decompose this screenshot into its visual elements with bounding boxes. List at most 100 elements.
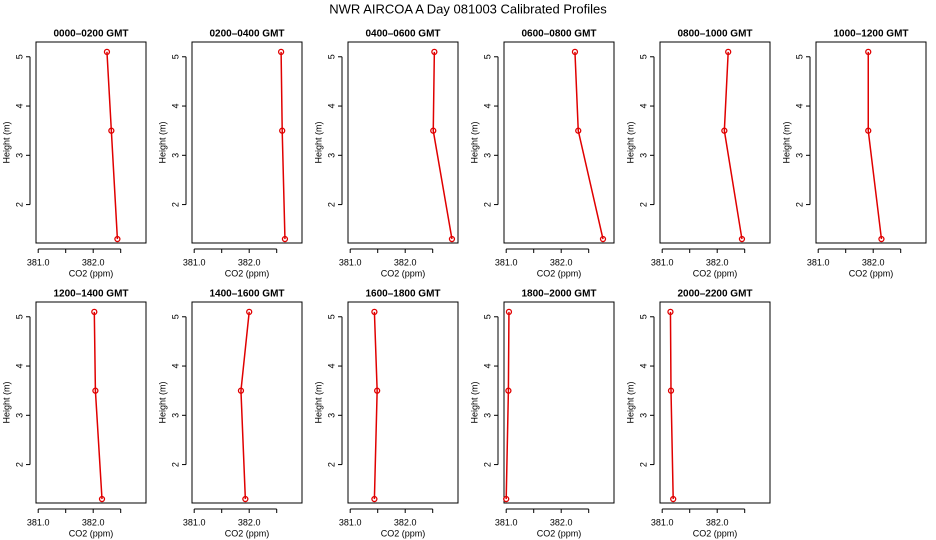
x-tick-label: 382.0 — [238, 517, 261, 527]
x-tick-label: 382.0 — [394, 517, 417, 527]
profile-line — [106, 51, 119, 240]
data-point — [103, 48, 111, 56]
y-tick-label: 5 — [326, 54, 336, 59]
plot-frame — [191, 301, 303, 504]
y-axis-label: Height (m) — [625, 381, 635, 423]
data-point — [667, 308, 674, 316]
x-tick-label: 381.0 — [495, 517, 518, 527]
y-tick-label: 5 — [170, 314, 180, 319]
x-tick-label: 381.0 — [183, 517, 206, 527]
x-tick-label: 381.0 — [339, 257, 362, 267]
y-tick-label: 3 — [482, 413, 492, 418]
y-tick-label: 4 — [326, 104, 336, 109]
data-point — [108, 127, 115, 134]
y-axis-label: Height (m) — [781, 121, 791, 163]
data-point — [114, 235, 121, 243]
y-tick-label: 2 — [638, 202, 648, 207]
data-point — [98, 495, 106, 503]
panel-title: 0800–1000 GMT — [677, 29, 752, 40]
x-tick-label: 382.0 — [862, 257, 885, 267]
y-tick-label: 3 — [170, 413, 180, 418]
panel-title: 1200–1400 GMT — [53, 289, 128, 300]
data-point — [371, 495, 378, 503]
data-point — [878, 235, 885, 243]
data-point — [373, 387, 381, 394]
x-tick-label: 382.0 — [82, 517, 105, 527]
profile-line — [669, 311, 674, 500]
data-point — [721, 127, 728, 134]
profile-line — [93, 311, 103, 500]
panel-title: 0200–0400 GMT — [209, 29, 284, 40]
y-tick-label: 4 — [326, 364, 336, 369]
x-axis-label: CO2 (ppm) — [693, 268, 738, 278]
data-point — [725, 48, 732, 56]
y-tick-label: 2 — [482, 202, 492, 207]
panel-title: 1600–1800 GMT — [365, 289, 440, 300]
y-tick-label: 4 — [170, 104, 180, 109]
profile-line — [505, 311, 510, 500]
data-point — [281, 235, 289, 243]
panel-title: 2000–2200 GMT — [677, 289, 752, 300]
profile-line — [280, 51, 286, 240]
y-tick-label: 2 — [638, 462, 648, 467]
y-tick-label: 3 — [170, 153, 180, 158]
x-axis-label: CO2 (ppm) — [381, 268, 426, 278]
data-point — [865, 127, 872, 134]
y-tick-label: 2 — [170, 462, 180, 467]
data-point — [431, 48, 438, 56]
profile-line — [574, 51, 604, 240]
data-point — [738, 235, 746, 243]
y-tick-label: 3 — [794, 153, 804, 158]
x-tick-label: 381.0 — [27, 517, 50, 527]
y-tick-label: 4 — [482, 104, 492, 109]
y-tick-label: 3 — [326, 153, 336, 158]
x-axis-label: CO2 (ppm) — [225, 268, 270, 278]
data-point — [599, 235, 607, 243]
x-axis-label: CO2 (ppm) — [693, 528, 738, 538]
x-axis-label: CO2 (ppm) — [537, 528, 582, 538]
y-axis-label: Height (m) — [469, 381, 479, 423]
panel-title: 1000–1200 GMT — [833, 29, 908, 40]
x-axis-label: CO2 (ppm) — [381, 528, 426, 538]
y-tick-label: 5 — [170, 54, 180, 59]
panel-title: 0000–0200 GMT — [53, 29, 128, 40]
y-tick-label: 2 — [794, 202, 804, 207]
data-point — [277, 48, 285, 56]
y-tick-label: 3 — [14, 413, 24, 418]
data-point — [575, 127, 582, 134]
y-tick-label: 5 — [326, 314, 336, 319]
plot-frame — [35, 301, 147, 504]
data-point — [571, 48, 579, 56]
plot-frame — [503, 301, 615, 504]
x-tick-label: 382.0 — [550, 517, 573, 527]
x-tick-label: 382.0 — [706, 517, 729, 527]
profile-line — [723, 51, 743, 240]
data-point — [505, 308, 513, 316]
x-tick-label: 382.0 — [394, 257, 417, 267]
data-point — [503, 495, 510, 503]
x-tick-label: 381.0 — [495, 257, 518, 267]
y-tick-label: 3 — [326, 413, 336, 418]
x-tick-label: 381.0 — [651, 517, 674, 527]
plot-frame — [347, 301, 459, 504]
y-tick-label: 4 — [170, 364, 180, 369]
y-axis-label: Height (m) — [313, 381, 323, 423]
data-point — [865, 48, 872, 56]
data-point — [667, 387, 675, 394]
y-tick-label: 5 — [482, 54, 492, 59]
y-axis-label: Height (m) — [1, 381, 11, 423]
y-tick-label: 2 — [170, 202, 180, 207]
data-point — [670, 495, 677, 503]
panel-title: 0600–0800 GMT — [521, 29, 596, 40]
y-tick-label: 5 — [638, 314, 648, 319]
x-tick-label: 381.0 — [339, 517, 362, 527]
y-tick-label: 3 — [482, 153, 492, 158]
y-tick-label: 2 — [482, 462, 492, 467]
y-tick-label: 4 — [14, 104, 24, 109]
panel-title: 1400–1600 GMT — [209, 289, 284, 300]
plot-frame — [659, 41, 771, 244]
y-tick-label: 4 — [794, 104, 804, 109]
y-tick-label: 2 — [326, 462, 336, 467]
y-tick-label: 4 — [14, 364, 24, 369]
